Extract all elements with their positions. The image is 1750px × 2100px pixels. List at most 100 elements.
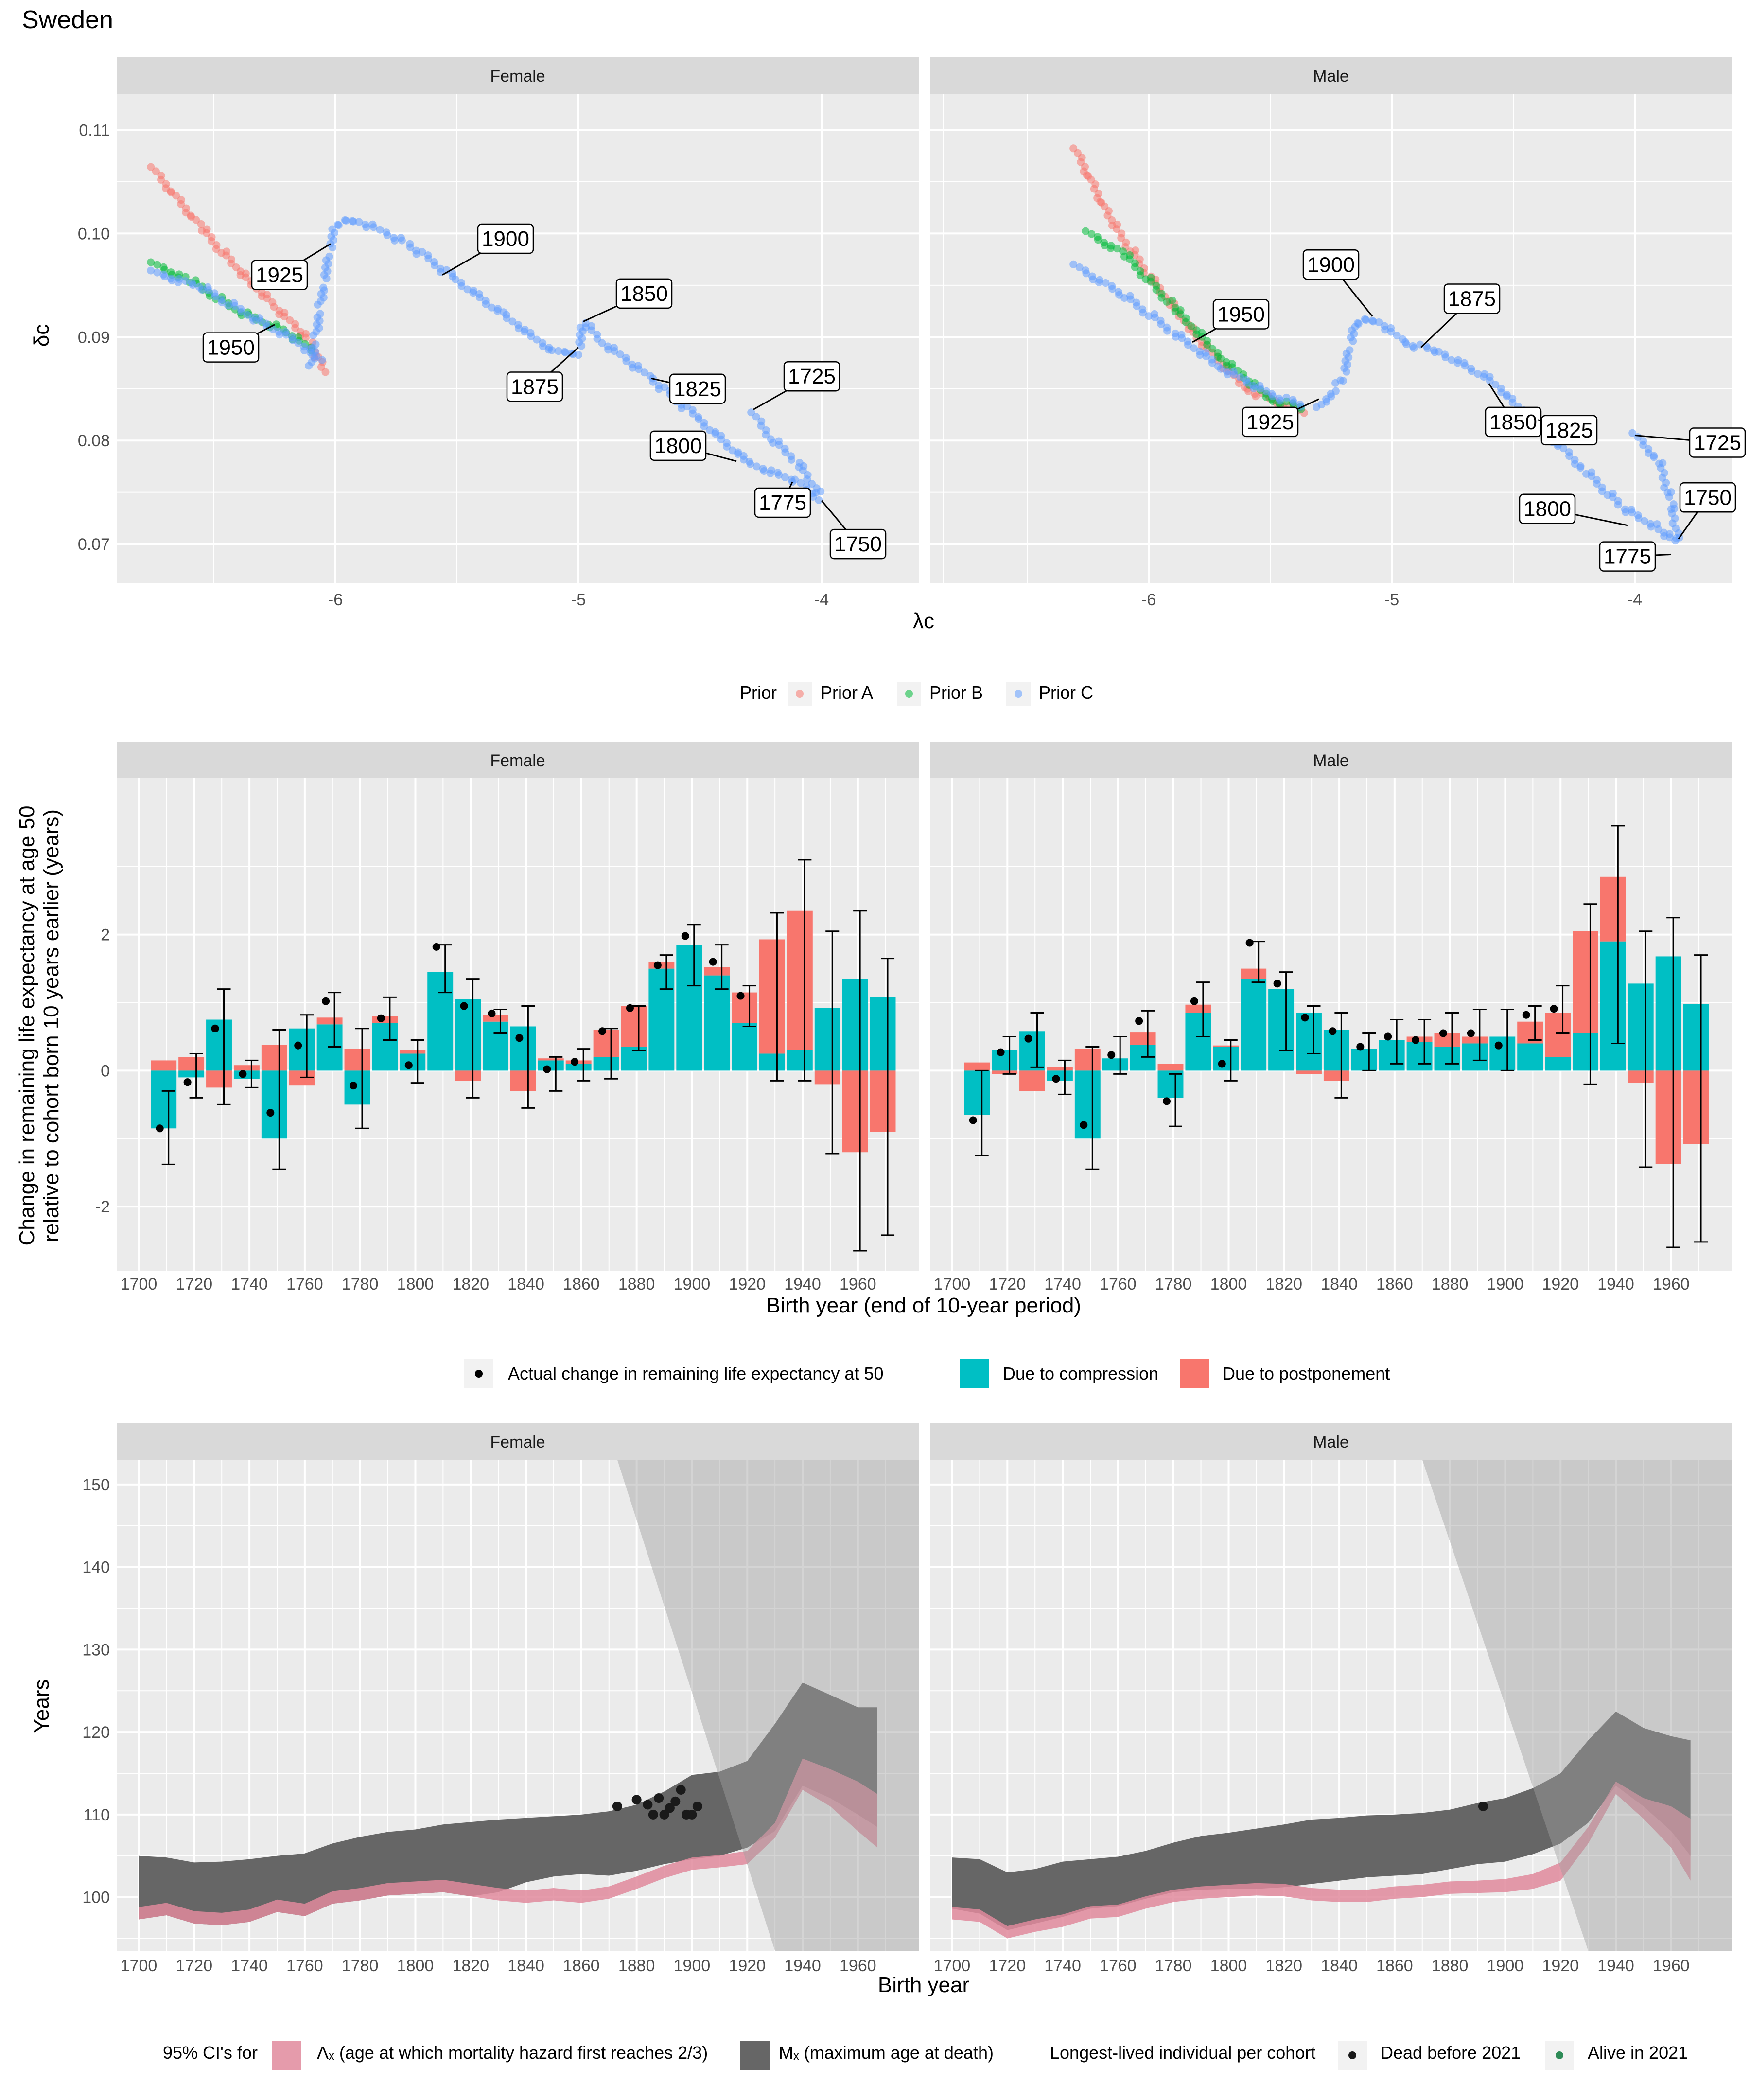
data-point bbox=[1208, 359, 1216, 367]
cohort-label-text: 1850 bbox=[1489, 410, 1537, 434]
data-point bbox=[286, 316, 294, 324]
data-point bbox=[1126, 295, 1135, 303]
compression-bar bbox=[1019, 1031, 1045, 1071]
data-point bbox=[1402, 340, 1411, 348]
x-tick-label: 1900 bbox=[1487, 1275, 1524, 1294]
actual-change-point bbox=[404, 1061, 413, 1069]
postponement-bar bbox=[1462, 1036, 1488, 1044]
compression-bar bbox=[455, 999, 481, 1071]
data-point bbox=[263, 294, 271, 302]
cohort-label-text: 1875 bbox=[1448, 287, 1496, 311]
legend-lambda-label: Λₓ (age at which mortality hazard first … bbox=[317, 2043, 708, 2063]
compression-bar bbox=[1683, 1004, 1709, 1071]
y-tick-label: 140 bbox=[82, 1558, 110, 1577]
x-tick-label: 1820 bbox=[1265, 1957, 1302, 1975]
data-point bbox=[757, 421, 765, 430]
x-tick-label: 1920 bbox=[1542, 1957, 1579, 1975]
data-point bbox=[187, 211, 195, 220]
data-point bbox=[342, 216, 350, 225]
postponement-bar bbox=[1655, 1070, 1681, 1164]
chart2-male-strip bbox=[930, 742, 1732, 778]
data-point bbox=[1441, 353, 1450, 362]
legend-prior-title: Prior bbox=[740, 682, 777, 702]
data-point bbox=[451, 275, 459, 283]
x-tick-label: 1860 bbox=[1376, 1957, 1413, 1975]
data-point bbox=[575, 351, 582, 359]
cohort-label-text: 1950 bbox=[1217, 302, 1265, 326]
chart1-x-ticks: -6 -5 -4 -6 -5 -4 bbox=[328, 591, 1642, 609]
lambda-ci-band bbox=[139, 1758, 877, 1925]
compression-bar bbox=[1434, 1047, 1460, 1071]
chart3-female-strip-label: Female bbox=[490, 1433, 545, 1452]
chart1-female-strip bbox=[117, 57, 919, 94]
postponement-bar bbox=[964, 1062, 990, 1071]
data-point bbox=[527, 332, 535, 340]
data-point bbox=[1082, 227, 1090, 235]
compression-bar bbox=[1489, 1036, 1516, 1071]
postponement-bar bbox=[1600, 876, 1626, 942]
x-tick-label: 1700 bbox=[121, 1957, 158, 1975]
chart2-male-strip-label: Male bbox=[1313, 752, 1349, 770]
legend-prior-a-dot bbox=[796, 690, 804, 698]
data-point bbox=[1461, 362, 1469, 370]
data-point bbox=[700, 422, 708, 431]
data-point bbox=[349, 217, 357, 226]
data-point bbox=[1282, 393, 1291, 402]
postponement-bar bbox=[1074, 1049, 1101, 1071]
compression-bar bbox=[842, 979, 868, 1071]
chart1-female-cohort-labels: 1950 1925 1900 1850 1875 1825 1725 1800 1775 1750 bbox=[202, 223, 887, 560]
y-tick-label: 0.09 bbox=[78, 328, 110, 347]
compression-bar bbox=[538, 1060, 564, 1071]
data-point bbox=[1243, 379, 1251, 387]
actual-change-point bbox=[598, 1027, 607, 1035]
postponement-bar bbox=[992, 1070, 1018, 1074]
postponement-bar bbox=[510, 1070, 536, 1091]
compression-bar bbox=[787, 1050, 813, 1071]
compression-bar bbox=[964, 1070, 990, 1115]
postponement-bar bbox=[621, 1006, 647, 1047]
legend-decomposition: Actual change in remaining life expectan… bbox=[464, 1359, 1390, 1388]
x-tick-label: 1720 bbox=[175, 1275, 212, 1294]
chart2-x-axis-title: Birth year (end of 10-year period) bbox=[766, 1294, 1081, 1317]
data-point bbox=[1654, 525, 1662, 533]
postponement-bar bbox=[178, 1057, 205, 1071]
x-tick-label: 1700 bbox=[934, 1275, 971, 1294]
data-point bbox=[1163, 327, 1172, 335]
data-point bbox=[533, 335, 541, 344]
actual-change-point bbox=[239, 1070, 247, 1078]
actual-change-point bbox=[1439, 1029, 1447, 1037]
chart3-y-ticks: 100 110 120 130 140 150 bbox=[82, 1476, 110, 1907]
x-tick-label: 1820 bbox=[1265, 1275, 1302, 1294]
data-point bbox=[1252, 392, 1260, 401]
x-tick-label: 1720 bbox=[989, 1275, 1026, 1294]
actual-change-point bbox=[266, 1109, 275, 1117]
compression-bar bbox=[233, 1070, 260, 1079]
x-tick-label: 1860 bbox=[1376, 1275, 1413, 1294]
compression-bar bbox=[483, 1021, 508, 1071]
data-point bbox=[1139, 309, 1147, 317]
cohort-label-box bbox=[669, 373, 726, 404]
postponement-bar bbox=[1047, 1067, 1073, 1071]
postponement-bar bbox=[1019, 1070, 1045, 1091]
chart1-male-strip-label: Male bbox=[1313, 67, 1349, 86]
actual-change-point bbox=[653, 961, 662, 969]
cohort-label-text: 1775 bbox=[759, 491, 806, 515]
postponement-bar bbox=[565, 1060, 592, 1064]
data-point bbox=[616, 350, 624, 358]
postponement-bar bbox=[316, 1017, 343, 1025]
postponement-bar bbox=[1323, 1070, 1349, 1081]
x-tick-label: 1740 bbox=[1044, 1275, 1081, 1294]
m-ci-band bbox=[952, 1711, 1691, 1930]
chart3-male-marks bbox=[952, 1460, 1732, 1951]
legend-prior-b-label: Prior B bbox=[929, 682, 983, 702]
actual-change-point bbox=[183, 1078, 192, 1086]
chart2-y-ticks: -2 0 2 bbox=[95, 926, 110, 1216]
data-point bbox=[355, 218, 363, 226]
data-point bbox=[1203, 341, 1211, 349]
data-point bbox=[430, 261, 438, 269]
data-point bbox=[224, 301, 232, 310]
postponement-bar bbox=[1434, 1033, 1460, 1047]
data-point bbox=[1125, 255, 1134, 263]
compression-bar bbox=[1572, 1033, 1598, 1071]
